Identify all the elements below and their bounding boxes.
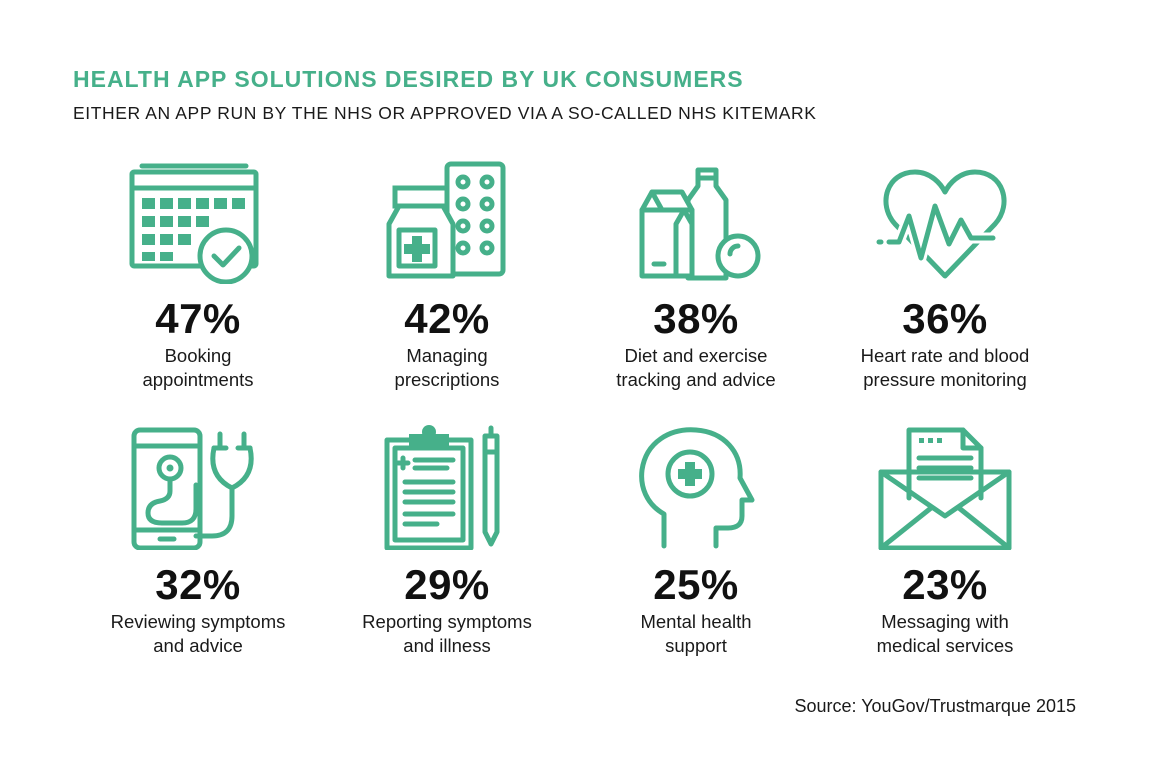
- stat-messaging: 23% Messaging with medical services: [820, 424, 1070, 658]
- clipboard-icon: [377, 424, 517, 550]
- stat-value: 38%: [653, 295, 739, 342]
- stat-value: 23%: [902, 561, 988, 608]
- stat-label-line1: Messaging with: [881, 611, 1009, 632]
- envelope-icon: [875, 424, 1015, 550]
- stat-label-line2: appointments: [142, 369, 254, 390]
- stat-label-line2: medical services: [876, 635, 1014, 656]
- stat-value: 47%: [155, 295, 241, 342]
- stat-reporting-symptoms: 29% Reporting symptoms and illness: [322, 424, 572, 658]
- head-cross-icon: [626, 424, 766, 550]
- stat-reviewing-symptoms: 32% Reviewing symptoms and advice: [73, 424, 323, 658]
- phone-stethoscope-icon: [128, 424, 268, 550]
- stat-label-line2: support: [665, 635, 727, 656]
- stat-label-line2: pressure monitoring: [863, 369, 1027, 390]
- stat-value: 32%: [155, 561, 241, 608]
- calendar-check-icon: [128, 158, 268, 284]
- stat-value: 25%: [653, 561, 739, 608]
- stat-label-line2: and illness: [403, 635, 491, 656]
- stat-label-line1: Booking: [164, 345, 232, 366]
- stat-label-line1: Reporting symptoms: [362, 611, 532, 632]
- chart-subtitle: EITHER AN APP RUN BY THE NHS OR APPROVED…: [73, 103, 817, 123]
- stat-label-line1: Heart rate and blood: [860, 345, 1030, 366]
- chart-title: HEALTH APP SOLUTIONS DESIRED BY UK CONSU…: [73, 66, 744, 92]
- food-drink-icon: [626, 158, 766, 284]
- source-note: Source: YouGov/Trustmarque 2015: [794, 696, 1076, 716]
- stat-value: 42%: [404, 295, 490, 342]
- stat-label-line2: tracking and advice: [616, 369, 776, 390]
- stat-heart-rate: 36% Heart rate and blood pressure monito…: [820, 158, 1070, 392]
- stat-booking-appointments: 47% Booking appointments: [73, 158, 323, 392]
- stat-label-line1: Managing: [406, 345, 488, 366]
- stat-managing-prescriptions: 42% Managing prescriptions: [322, 158, 572, 392]
- stat-label-line2: and advice: [153, 635, 243, 656]
- pill-bottle-icon: [377, 158, 517, 284]
- stat-mental-health: 25% Mental health support: [571, 424, 821, 658]
- stat-label-line1: Diet and exercise: [624, 345, 768, 366]
- stat-diet-exercise: 38% Diet and exercise tracking and advic…: [571, 158, 821, 392]
- stat-label-line1: Mental health: [640, 611, 752, 632]
- stat-label-line2: prescriptions: [394, 369, 500, 390]
- stat-value: 36%: [902, 295, 988, 342]
- stat-value: 29%: [404, 561, 490, 608]
- heart-rate-icon: [875, 158, 1015, 284]
- stat-label-line1: Reviewing symptoms: [110, 611, 286, 632]
